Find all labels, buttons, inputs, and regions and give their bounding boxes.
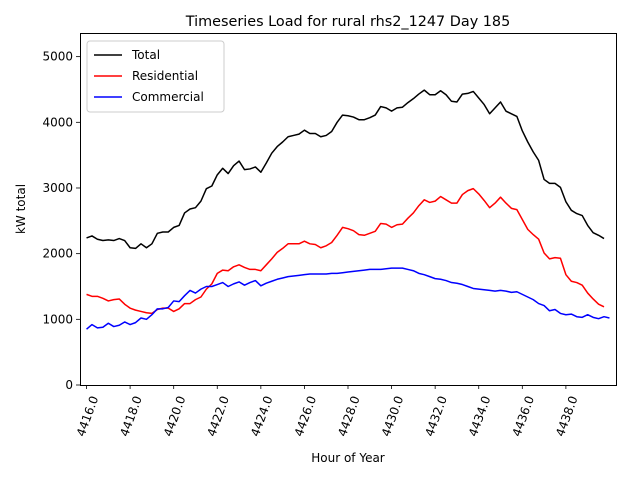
y-tick-label: 3000 bbox=[42, 181, 73, 195]
y-tick-label: 5000 bbox=[42, 50, 73, 64]
plot-area bbox=[80, 33, 617, 386]
x-tick-label: 4420.0 bbox=[161, 394, 189, 438]
legend-label-commercial: Commercial bbox=[132, 90, 204, 104]
x-axis-title: Hour of Year bbox=[311, 451, 385, 465]
legend-box bbox=[86, 40, 225, 113]
legend: Total Residential Commercial bbox=[86, 40, 225, 113]
x-tick-label: 4424.0 bbox=[248, 394, 276, 438]
series-line-total bbox=[86, 89, 605, 250]
legend-label-residential: Residential bbox=[132, 69, 198, 83]
chart-title: Timeseries Load for rural rhs2_1247 Day … bbox=[185, 14, 511, 30]
series-line-residential bbox=[86, 187, 605, 315]
x-axis-ticks: 4416.0 4418.0 4420.0 4422.0 4424.0 4426.0 4428… bbox=[74, 385, 581, 438]
y-axis-title: kW total bbox=[14, 184, 28, 234]
series-layer bbox=[86, 89, 610, 330]
x-tick-label: 4426.0 bbox=[292, 394, 320, 438]
x-tick-label: 4416.0 bbox=[74, 394, 102, 438]
x-tick-label: 4418.0 bbox=[117, 394, 145, 438]
x-tick-label: 4434.0 bbox=[466, 394, 494, 438]
y-axis-ticks: 0 1000 2000 3000 4000 5000 bbox=[42, 50, 80, 392]
x-tick-label: 4438.0 bbox=[553, 394, 581, 438]
y-tick-label: 1000 bbox=[42, 312, 73, 326]
x-tick-label: 4432.0 bbox=[422, 394, 450, 438]
y-tick-label: 2000 bbox=[42, 247, 73, 261]
series-line-commercial bbox=[86, 267, 610, 330]
x-tick-label: 4422.0 bbox=[204, 394, 232, 438]
plot-frame bbox=[80, 33, 617, 386]
y-tick-label: 4000 bbox=[42, 115, 73, 129]
y-tick-label: 0 bbox=[65, 378, 73, 392]
x-tick-label: 4428.0 bbox=[335, 394, 363, 438]
x-tick-label: 4430.0 bbox=[379, 394, 407, 438]
x-tick-label: 4436.0 bbox=[510, 394, 538, 438]
legend-label-total: Total bbox=[131, 48, 160, 62]
